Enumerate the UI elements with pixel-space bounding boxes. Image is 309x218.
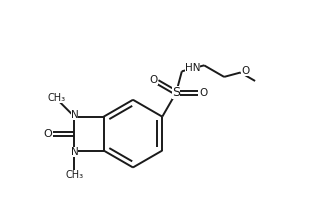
Text: O: O [43,129,52,139]
Text: N: N [70,147,78,157]
Text: O: O [150,75,158,85]
Text: O: O [241,66,249,76]
Text: N: N [70,110,78,120]
Text: O: O [199,88,207,98]
Text: HN: HN [185,63,201,73]
Text: S: S [172,86,180,99]
Text: CH₃: CH₃ [47,93,65,103]
Text: CH₃: CH₃ [66,170,83,180]
